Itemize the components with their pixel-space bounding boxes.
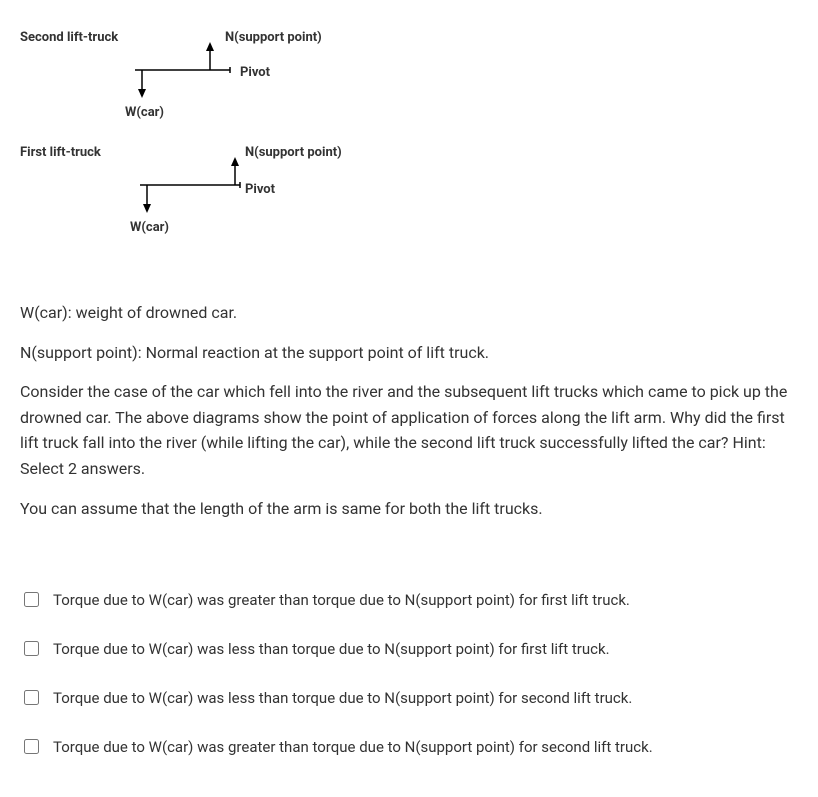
option-text-3: Torque due to W(car) was less than torqu…: [53, 689, 632, 707]
option-checkbox-2[interactable]: [24, 641, 39, 656]
option-text-4: Torque due to W(car) was greater than to…: [53, 738, 653, 756]
option-text-1: Torque due to W(car) was greater than to…: [53, 591, 630, 609]
diagram1-title: Second lift-truck: [20, 30, 118, 45]
option-row[interactable]: Torque due to W(car) was less than torqu…: [20, 630, 798, 667]
diagram2-title: First lift-truck: [20, 145, 101, 160]
diagram1-lever-svg: [130, 40, 245, 100]
diagram2-n-label: N(support point): [245, 145, 342, 160]
diagram2-lever-svg: [135, 155, 255, 215]
option-row[interactable]: Torque due to W(car) was greater than to…: [20, 728, 798, 765]
options-area: Torque due to W(car) was greater than to…: [20, 581, 798, 765]
explanation-line1: W(car): weight of drowned car.: [20, 300, 798, 326]
option-checkbox-4[interactable]: [24, 739, 39, 754]
option-text-2: Torque due to W(car) was less than torqu…: [53, 640, 610, 658]
explanation-line2: N(support point): Normal reaction at the…: [20, 340, 798, 366]
explanation-block: W(car): weight of drowned car. N(support…: [20, 300, 798, 521]
explanation-line4: You can assume that the length of the ar…: [20, 496, 798, 522]
explanation-line3: Consider the case of the car which fell …: [20, 379, 798, 481]
diagram2-w-label: W(car): [130, 220, 169, 235]
option-row[interactable]: Torque due to W(car) was less than torqu…: [20, 679, 798, 716]
option-checkbox-3[interactable]: [24, 690, 39, 705]
option-row[interactable]: Torque due to W(car) was greater than to…: [20, 581, 798, 618]
option-checkbox-1[interactable]: [24, 592, 39, 607]
diagram1-w-label: W(car): [125, 105, 164, 120]
diagram-area: Second lift-truck N(support point) Pivot…: [20, 20, 798, 270]
